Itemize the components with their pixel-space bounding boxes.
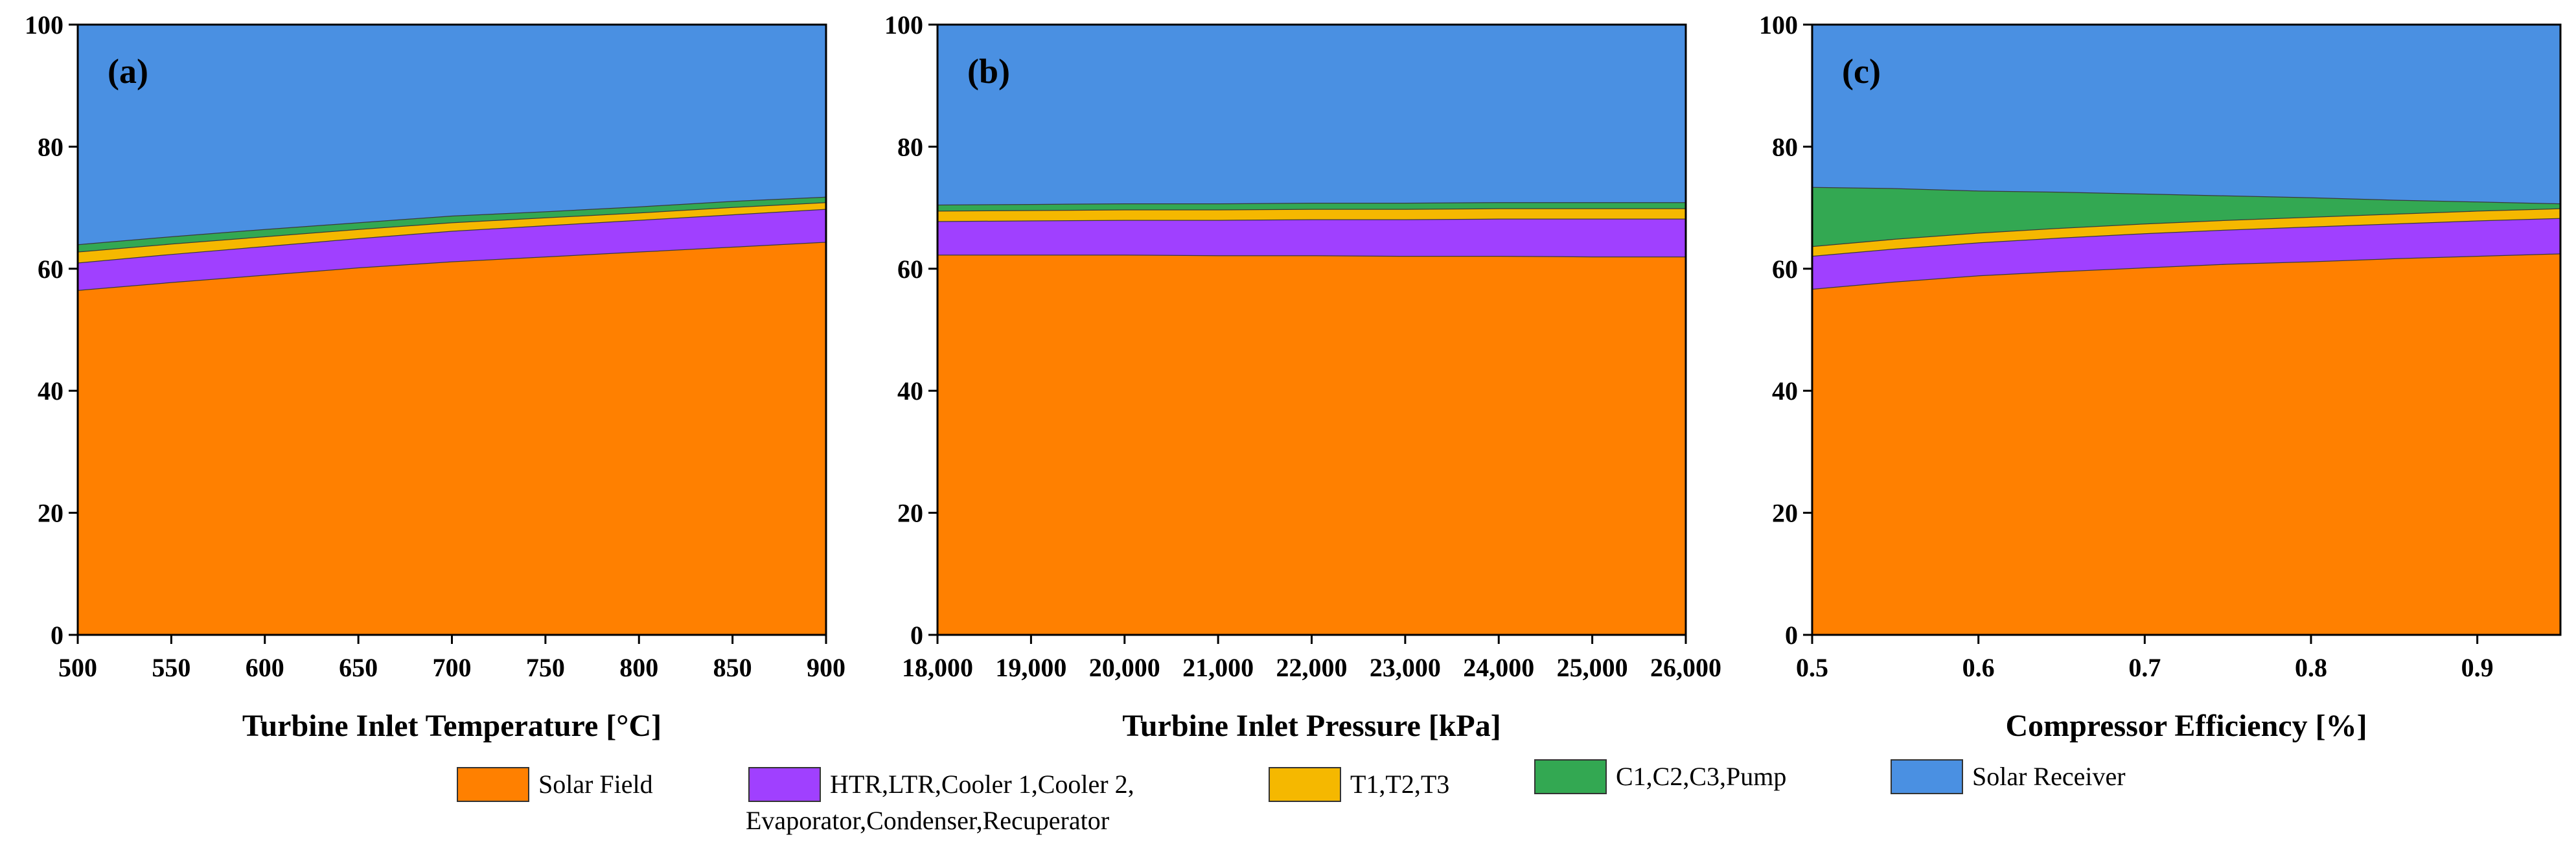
area-turbines [1812, 208, 2560, 257]
area-heat-exchangers [937, 218, 1686, 257]
legend-label-compressors: C1,C2,C3,Pump [1616, 762, 1787, 791]
x-tick-label: 0.5 [1796, 653, 1828, 682]
x-tick-label: 20,000 [1089, 653, 1160, 682]
x-tick-label: 0.7 [2128, 653, 2161, 682]
x-tick-label: 550 [152, 653, 190, 682]
x-tick-label: 0.9 [2461, 653, 2494, 682]
y-tick-label: 80 [1772, 132, 1798, 161]
area-compressors [78, 196, 826, 252]
y-tick-label: 20 [897, 499, 923, 528]
y-tick-label: 100 [1759, 10, 1798, 40]
y-tick-label: 100 [25, 10, 63, 40]
chart-panel-b: 0 20 40 60 80 100 18,000 19,000 20,000 21,000 22,0… [884, 10, 1721, 743]
y-tick-label: 60 [38, 255, 63, 284]
area-solar-receiver [937, 25, 1686, 205]
x-tick-label: 800 [619, 653, 658, 682]
legend-label-heat-exchangers-line1: HTR,LTR,Cooler 1,Cooler 2, [830, 770, 1134, 799]
y-tick-label: 80 [897, 132, 923, 161]
y-tick-label: 100 [884, 10, 923, 40]
legend-item-solar-receiver: Solar Receiver [1891, 759, 2126, 794]
chart-panel-c: 0 20 40 60 80 100 0.5 0.6 0.7 0.8 0.9 (c) Compressor… [1759, 10, 2562, 743]
y-tick-label: 60 [897, 255, 923, 284]
y-tick-label: 60 [1772, 255, 1798, 284]
x-axis-title: Turbine Inlet Temperature [°C] [242, 709, 661, 743]
legend-item-heat-exchangers: HTR,LTR,Cooler 1,Cooler 2, Evaporator,Co… [746, 767, 1134, 835]
y-tick-label: 40 [1772, 376, 1798, 406]
y-tick-label: 0 [910, 621, 923, 650]
y-tick-label: 0 [51, 621, 63, 650]
y-tick-label: 40 [897, 376, 923, 406]
x-tick-label: 850 [713, 653, 752, 682]
x-tick-label: 19,000 [995, 653, 1066, 682]
area-solar-field [78, 242, 826, 636]
x-tick-label: 26,000 [1650, 653, 1721, 682]
x-tick-label: 750 [526, 653, 565, 682]
legend-label-solar-field: Solar Field [538, 770, 653, 799]
x-axis-title: Compressor Efficiency [%] [2005, 709, 2367, 743]
legend-swatch-compressors [1534, 759, 1607, 794]
y-tick-label: 20 [38, 499, 63, 528]
legend-item-compressors: C1,C2,C3,Pump [1534, 759, 1786, 794]
legend: Solar Field HTR,LTR,Cooler 1,Cooler 2, E… [0, 751, 2576, 855]
x-tick-label: 600 [246, 653, 284, 682]
x-tick-label: 700 [433, 653, 472, 682]
plot-frame [1811, 23, 2562, 636]
panel-label: (b) [967, 52, 1010, 91]
x-tick-label: 21,000 [1182, 653, 1254, 682]
panel-label: (a) [108, 52, 148, 91]
x-tick-label: 25,000 [1557, 653, 1628, 682]
area-solar-field [1812, 253, 2560, 635]
area-compressors [937, 202, 1686, 211]
x-tick-label: 18,000 [902, 653, 973, 682]
legend-swatch-heat-exchangers [748, 767, 821, 802]
legend-swatch-solar-field [457, 767, 529, 802]
x-tick-label: 23,000 [1370, 653, 1441, 682]
x-tick-label: 650 [339, 653, 378, 682]
panel-label: (c) [1842, 52, 1881, 91]
y-tick-label: 80 [38, 132, 63, 161]
x-tick-label: 0.6 [1962, 653, 1995, 682]
area-turbines [937, 208, 1686, 222]
x-axis-title: Turbine Inlet Pressure [kPa] [1122, 709, 1501, 743]
legend-label-turbines: T1,T2,T3 [1350, 770, 1450, 799]
area-solar-receiver [78, 25, 826, 245]
area-solar-field [937, 255, 1686, 635]
x-tick-label: 22,000 [1276, 653, 1348, 682]
legend-item-turbines: T1,T2,T3 [1269, 767, 1449, 802]
area-heat-exchangers [1812, 218, 2560, 289]
legend-swatch-turbines [1269, 767, 1341, 802]
legend-item-solar-field: Solar Field [457, 767, 653, 802]
y-tick-label: 20 [1772, 499, 1798, 528]
x-tick-label: 24,000 [1463, 653, 1534, 682]
y-tick-label: 0 [1785, 621, 1798, 650]
y-tick-label: 40 [38, 376, 63, 406]
chart-panel-a: 0 20 40 60 80 100 500 550 600 650 700 750 800 850 900 (… [25, 10, 845, 743]
x-tick-label: 500 [58, 653, 97, 682]
area-heat-exchangers [78, 209, 826, 290]
legend-swatch-solar-receiver [1891, 759, 1963, 794]
x-tick-label: 0.8 [2295, 653, 2327, 682]
legend-label-heat-exchangers-line2: Evaporator,Condenser,Recuperator [746, 806, 1110, 835]
area-turbines [78, 202, 826, 263]
legend-label-solar-receiver: Solar Receiver [1972, 762, 2126, 791]
area-compressors [1812, 187, 2560, 246]
x-tick-label: 900 [807, 653, 845, 682]
area-solar-receiver [1812, 25, 2560, 204]
